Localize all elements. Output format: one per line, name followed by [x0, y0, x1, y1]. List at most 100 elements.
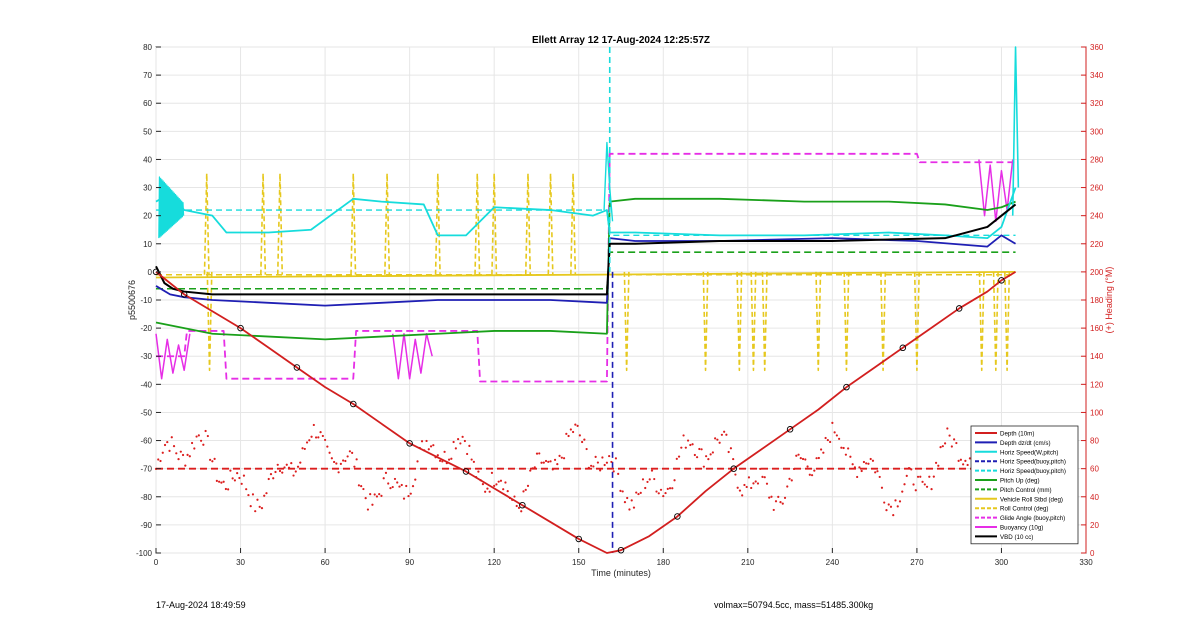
heading-point	[964, 459, 967, 462]
heading-point	[209, 458, 212, 461]
heading-point	[910, 468, 913, 471]
y2-axis-label: (+) Heading (°M)	[1104, 267, 1114, 334]
heading-point	[822, 451, 825, 454]
y2-tick-label: 20	[1090, 521, 1099, 530]
heading-point	[693, 453, 696, 457]
heading-point	[436, 454, 439, 457]
heading-point	[278, 469, 282, 473]
heading-point	[256, 498, 259, 501]
x-axis: 0 30 60 90 120 150 180 210 240 270 300 330	[154, 548, 1093, 567]
legend-label: Vehicle Roll Stbd (deg)	[1000, 496, 1063, 503]
y2-tick-label: 300	[1090, 127, 1104, 136]
heading-point	[754, 480, 757, 483]
heading-point	[711, 451, 714, 454]
heading-point	[181, 453, 185, 457]
heading-point	[763, 476, 766, 479]
heading-point	[193, 447, 196, 450]
heading-point	[538, 452, 541, 455]
heading-point	[362, 487, 365, 491]
depth-marker	[998, 277, 1005, 284]
heading-point	[224, 487, 227, 491]
heading-point	[407, 494, 410, 498]
x-tick-label: 30	[236, 558, 245, 567]
heading-point	[357, 484, 361, 487]
heading-point	[179, 450, 182, 453]
heading-point	[889, 505, 893, 508]
series-roll-spike	[206, 271, 213, 372]
y-tick-label: -80	[140, 493, 152, 502]
heading-point	[614, 457, 618, 460]
heading-point	[314, 436, 318, 439]
heading-point	[236, 472, 239, 475]
heading-point	[454, 447, 457, 450]
heading-point	[955, 441, 958, 445]
heading-point	[912, 483, 915, 486]
heading-point	[218, 480, 221, 483]
heading-point	[310, 435, 313, 438]
heading-point	[414, 478, 417, 481]
heading-point	[743, 483, 746, 487]
legend-label: Horiz Speed(buoy,pitch)	[1000, 468, 1066, 475]
heading-point	[170, 436, 173, 439]
heading-point	[959, 458, 962, 461]
series-roll-spike	[761, 271, 768, 372]
heading-point	[903, 483, 906, 486]
heading-point	[813, 469, 816, 472]
heading-point	[966, 463, 969, 467]
depth-marker	[237, 324, 244, 332]
heading-point	[258, 505, 261, 508]
heading-point	[495, 483, 498, 486]
heading-point	[865, 462, 868, 465]
heading-point	[946, 427, 949, 430]
heading-point	[626, 496, 629, 500]
heading-point	[450, 457, 453, 460]
heading-point	[290, 462, 293, 465]
heading-point	[716, 438, 719, 441]
heading-point	[459, 442, 462, 445]
x-tick-label: 60	[321, 558, 330, 567]
heading-point	[197, 434, 200, 437]
heading-point	[373, 493, 376, 496]
heading-point	[957, 459, 960, 462]
heading-point	[425, 439, 428, 443]
heading-point	[420, 440, 424, 443]
heading-point	[632, 506, 636, 509]
heading-point	[659, 488, 663, 491]
heading-point	[804, 458, 807, 461]
heading-point	[308, 439, 311, 442]
heading-point	[574, 423, 577, 426]
heading-point	[175, 452, 178, 455]
heading-point	[389, 487, 392, 490]
heading-point	[801, 457, 805, 461]
depth-marker	[617, 546, 625, 554]
heading-point	[245, 488, 248, 491]
heading-point	[263, 494, 266, 497]
y-tick-label: -90	[140, 521, 152, 530]
heading-point	[650, 469, 654, 472]
heading-point	[520, 510, 523, 513]
heading-point	[526, 484, 530, 487]
heading-point	[619, 489, 622, 492]
x-tick-label: 300	[995, 558, 1009, 567]
heading-point	[378, 492, 381, 496]
heading-point	[871, 459, 875, 462]
heading-point	[199, 439, 203, 442]
x-axis-label: Time (minutes)	[591, 568, 651, 578]
series-vbd-line	[155, 203, 1017, 296]
heading-point	[513, 495, 516, 498]
heading-point	[907, 466, 911, 470]
heading-point	[943, 442, 947, 445]
heading-point	[272, 477, 275, 480]
heading-point	[382, 477, 385, 480]
heading-point	[605, 461, 609, 464]
heading-point	[790, 479, 793, 482]
y2-tick-label: 60	[1090, 465, 1099, 474]
series-roll-spike	[570, 172, 577, 275]
legend-label: Horiz Speed(buoy,pitch)	[1000, 459, 1066, 466]
heading-point	[159, 459, 162, 463]
legend-label: Glide Angle (buoy,pitch)	[1000, 515, 1065, 522]
series-roll-spike	[524, 172, 532, 275]
y-tick-label: 60	[143, 99, 152, 108]
heading-point	[402, 497, 406, 500]
series-roll-spike	[978, 271, 985, 372]
